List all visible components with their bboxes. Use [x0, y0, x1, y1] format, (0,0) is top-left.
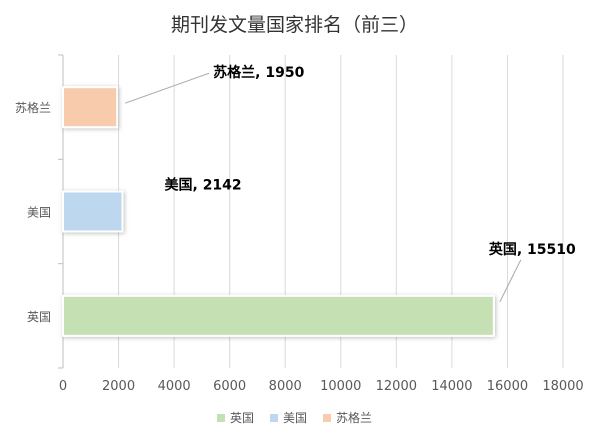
chart-title: 期刊发文量国家排名（前三） — [170, 14, 418, 36]
x-tick-label-6: 12000 — [376, 379, 417, 394]
legend-item-0: 英国 — [216, 409, 254, 426]
x-tick-label-7: 14000 — [431, 379, 472, 394]
x-tick-label-8: 16000 — [487, 379, 528, 394]
bar-0 — [62, 294, 495, 337]
leader-line-0 — [499, 259, 522, 303]
category-label-2: 苏格兰 — [15, 100, 51, 115]
bar-1 — [62, 190, 124, 233]
legend-item-2: 苏格兰 — [323, 409, 372, 426]
legend-label-0: 英国 — [229, 411, 254, 425]
legend-item-1: 美国 — [269, 409, 307, 426]
legend-swatch-1 — [269, 413, 278, 422]
legend: 英国 美国 苏格兰 — [0, 409, 589, 426]
category-label-0: 英国 — [27, 310, 51, 324]
x-tick-label-1: 2000 — [102, 379, 135, 394]
x-tick-label-0: 0 — [59, 379, 67, 394]
data-label-1: 美国, 2142 — [165, 177, 242, 194]
legend-label-2: 苏格兰 — [336, 411, 373, 425]
legend-swatch-0 — [216, 413, 225, 422]
x-tick-label-2: 4000 — [158, 379, 191, 394]
data-label-0: 英国, 15510 — [488, 241, 576, 258]
legend-label-1: 美国 — [282, 411, 307, 425]
category-label-1: 美国 — [27, 206, 51, 220]
x-tick-label-3: 6000 — [213, 379, 246, 394]
leader-line-2 — [124, 72, 210, 104]
bar-2 — [62, 86, 119, 129]
x-tick-label-9: 18000 — [542, 379, 583, 394]
x-tick-label-4: 8000 — [269, 379, 302, 394]
x-tick-label-5: 10000 — [320, 379, 361, 394]
data-label-2: 苏格兰, 1950 — [213, 64, 304, 81]
legend-swatch-2 — [323, 413, 331, 422]
